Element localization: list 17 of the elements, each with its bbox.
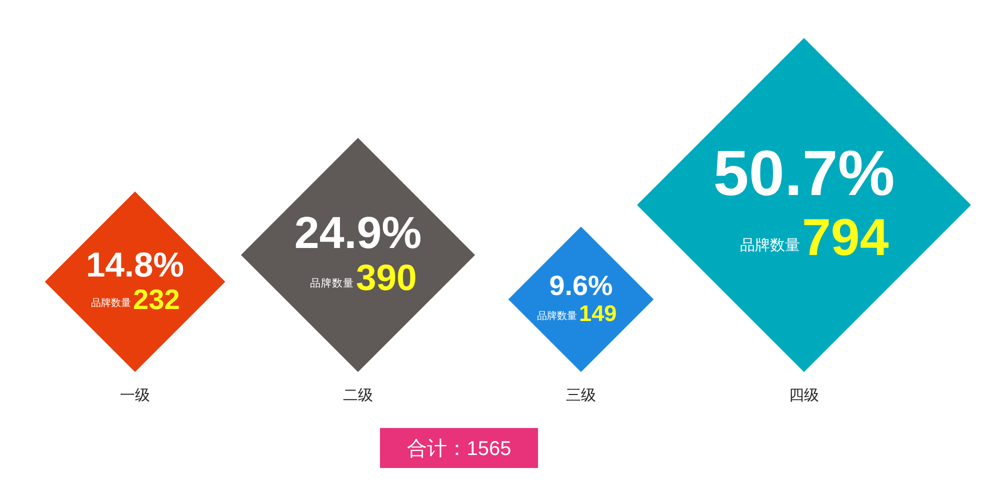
data-label: 232 [133, 284, 180, 315]
data-label: 50.7% [713, 137, 895, 209]
category-label: 二级 [343, 387, 373, 404]
category-label: 三级 [566, 387, 596, 404]
text: 品牌数量 [310, 278, 354, 290]
text: 品牌数量 [740, 237, 800, 254]
series-label: 品牌数量 [537, 310, 577, 322]
data-label: 14.8% [86, 246, 184, 284]
data-label: 9.6% [549, 270, 613, 301]
data-label: 149 [579, 301, 617, 326]
category-label: 四级 [789, 387, 819, 404]
text: 合计：1565 [406, 438, 512, 460]
text: 品牌数量 [91, 298, 131, 310]
data-label: 24.9% [294, 206, 422, 258]
category-label: 一级 [120, 387, 150, 404]
data-label: 794 [802, 209, 889, 267]
data-label: 390 [356, 257, 417, 298]
